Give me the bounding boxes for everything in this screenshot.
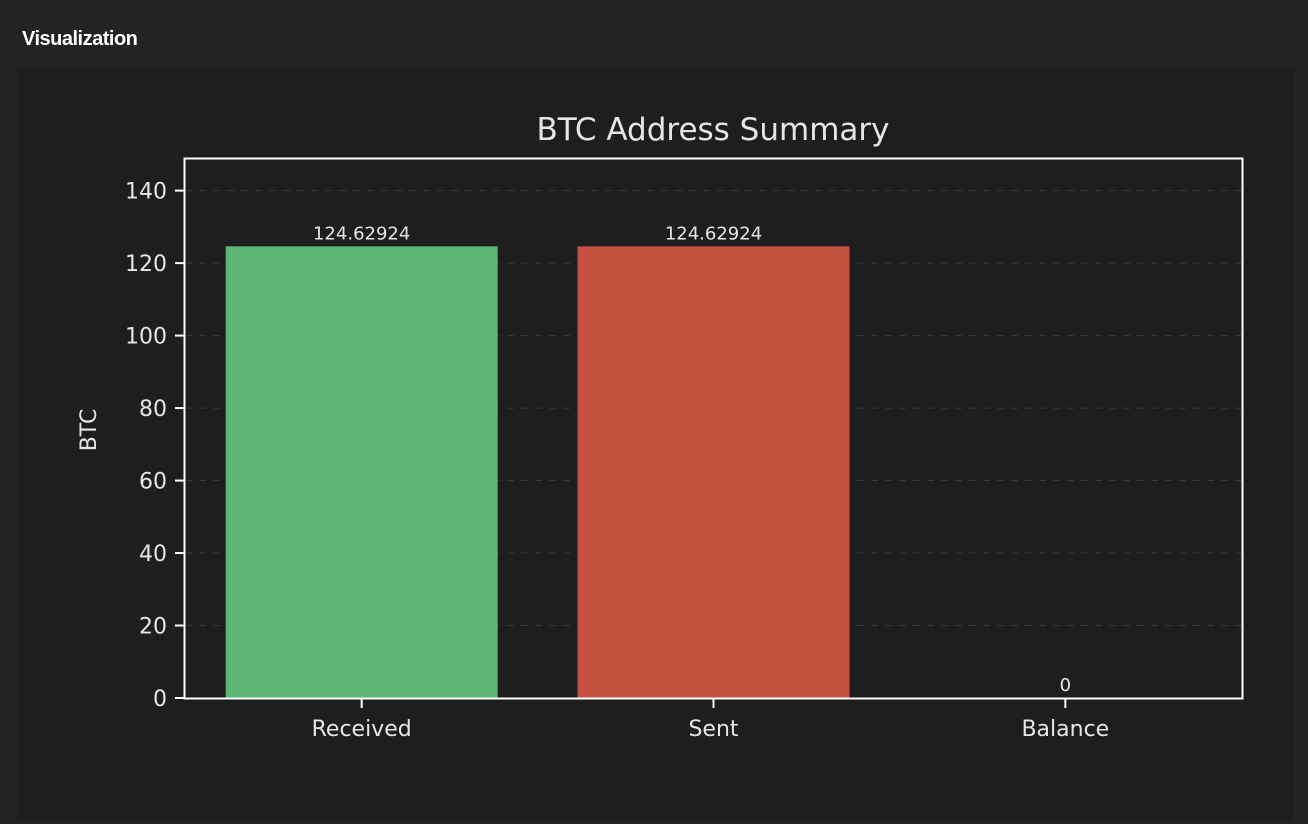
y-tick-label: 60 [139, 470, 167, 495]
y-tick-label: 140 [125, 180, 167, 205]
y-tick-label: 0 [153, 687, 167, 712]
y-axis-label: BTC [77, 409, 102, 452]
x-axis: Received Sent Balance [312, 698, 1109, 742]
bar-value-label: 0 [1060, 675, 1071, 696]
bar-chart: BTC Address Summary 124.62924 124.62924 0 … [77, 112, 1244, 742]
x-tick-label: Sent [688, 717, 738, 742]
x-tick-label: Received [312, 717, 412, 742]
bar-received [225, 246, 498, 699]
y-tick-label: 20 [139, 615, 167, 640]
y-tick-label: 100 [125, 325, 167, 350]
bars: 124.62924 124.62924 0 [225, 223, 1071, 699]
chart-title: BTC Address Summary [536, 112, 889, 148]
section-title: Visualization [22, 28, 138, 50]
chart-panel: BTC Address Summary 124.62924 124.62924 0 … [18, 69, 1293, 820]
bar-value-label: 124.62924 [665, 223, 762, 244]
x-tick-label: Balance [1021, 717, 1109, 742]
bar-value-label: 124.62924 [313, 223, 410, 244]
bar-sent [577, 246, 850, 699]
y-axis: 0 20 40 60 80 100 120 140 [125, 180, 185, 712]
y-tick-label: 80 [139, 397, 167, 422]
y-tick-label: 120 [125, 252, 167, 277]
y-tick-label: 40 [139, 542, 167, 567]
